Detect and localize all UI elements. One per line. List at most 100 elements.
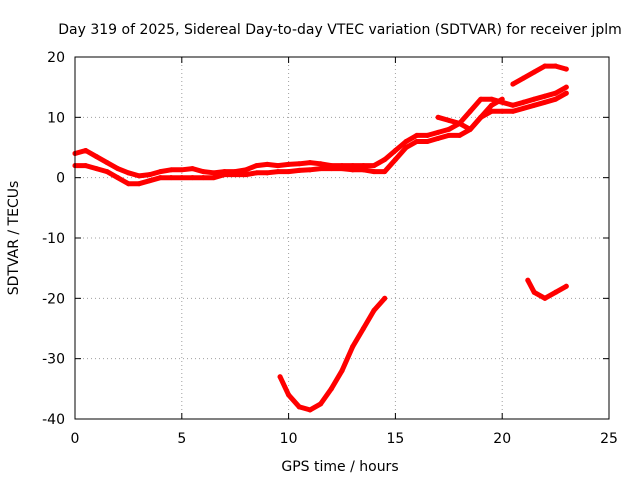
data-point <box>542 295 548 301</box>
data-point <box>200 169 206 175</box>
data-point <box>403 138 409 144</box>
data-point <box>147 172 153 178</box>
data-point <box>553 289 559 295</box>
data-point <box>542 93 548 99</box>
data-point <box>489 96 495 102</box>
data-point <box>456 120 462 126</box>
data-point <box>521 75 527 81</box>
axis-ticks: 0 5 10 15 20 25 -40 -30 -20 -10 0 10 20 <box>42 50 618 447</box>
data-point <box>510 81 516 87</box>
data-point <box>414 138 420 144</box>
data-point <box>339 368 345 374</box>
data-point <box>200 175 206 181</box>
data-point <box>275 163 281 169</box>
data-point <box>104 160 110 166</box>
data-point <box>93 166 99 172</box>
data-point <box>446 132 452 138</box>
data-point <box>446 126 452 132</box>
data-point <box>424 138 430 144</box>
x-axis-label: GPS time / hours <box>281 459 398 475</box>
data-point <box>136 173 142 179</box>
data-point <box>510 102 516 108</box>
data-point <box>435 135 441 141</box>
x-tick-label: 20 <box>493 431 511 447</box>
data-point <box>157 169 163 175</box>
data-point <box>360 163 366 169</box>
y-tick-label: 0 <box>56 171 65 187</box>
data-point <box>328 166 334 172</box>
x-tick-label: 0 <box>71 431 80 447</box>
x-tick-label: 15 <box>386 431 404 447</box>
y-tick-label: -40 <box>42 412 65 428</box>
data-point <box>531 102 537 108</box>
data-point <box>136 181 142 187</box>
data-point <box>382 169 388 175</box>
data-point <box>318 401 324 407</box>
data-point <box>360 167 366 173</box>
data-point <box>542 63 548 69</box>
data-point <box>350 163 356 169</box>
data-point <box>510 108 516 114</box>
data-point <box>382 157 388 163</box>
data-point <box>286 161 292 167</box>
data-point <box>318 161 324 167</box>
data-point <box>553 90 559 96</box>
data-point <box>232 172 238 178</box>
data-point <box>371 163 377 169</box>
data-point <box>243 167 249 173</box>
data-point <box>521 99 527 105</box>
data-point <box>189 175 195 181</box>
y-tick-label: -10 <box>42 231 65 247</box>
data-point <box>563 283 569 289</box>
data-point <box>371 307 377 313</box>
data-point <box>286 169 292 175</box>
data-point <box>254 163 260 169</box>
data-point <box>125 181 131 187</box>
data-point <box>277 374 283 380</box>
data-point <box>499 108 505 114</box>
y-tick-label: 10 <box>47 110 65 126</box>
data-point <box>318 166 324 172</box>
data-point <box>115 175 121 181</box>
data-point <box>115 166 121 172</box>
data-point <box>456 132 462 138</box>
data-point <box>83 163 89 169</box>
data-point <box>553 96 559 102</box>
series-line-5 <box>525 277 569 301</box>
data-point <box>478 96 484 102</box>
data-point <box>478 114 484 120</box>
data-point <box>296 161 302 167</box>
data-point <box>531 69 537 75</box>
data-point <box>179 167 185 173</box>
data-point <box>296 167 302 173</box>
data-point <box>360 326 366 331</box>
chart-title: Day 319 of 2025, Sidereal Day-to-day VTE… <box>58 22 622 38</box>
x-tick-label: 25 <box>600 431 618 447</box>
data-point <box>350 344 356 350</box>
data-point <box>446 117 452 123</box>
data-point <box>286 392 292 398</box>
data-point <box>264 161 270 167</box>
data-point <box>371 169 377 175</box>
data-point <box>93 154 99 160</box>
data-point <box>104 169 110 175</box>
data-point <box>424 132 430 138</box>
data-point <box>125 170 131 176</box>
data-point <box>392 157 398 163</box>
data-point <box>168 175 174 181</box>
data-point <box>350 167 356 173</box>
y-tick-label: -30 <box>42 352 65 368</box>
data-point <box>83 148 89 154</box>
x-tick-label: 5 <box>177 431 186 447</box>
data-point <box>403 145 409 150</box>
y-tick-label: 20 <box>47 50 65 66</box>
x-tick-label: 10 <box>280 431 298 447</box>
data-point <box>489 102 495 108</box>
data-point <box>525 277 531 283</box>
data-point <box>189 166 195 172</box>
data-point <box>531 96 537 102</box>
data-point <box>521 105 527 111</box>
data-point <box>392 148 398 154</box>
grid-lines <box>75 57 609 419</box>
data-point <box>499 96 505 102</box>
